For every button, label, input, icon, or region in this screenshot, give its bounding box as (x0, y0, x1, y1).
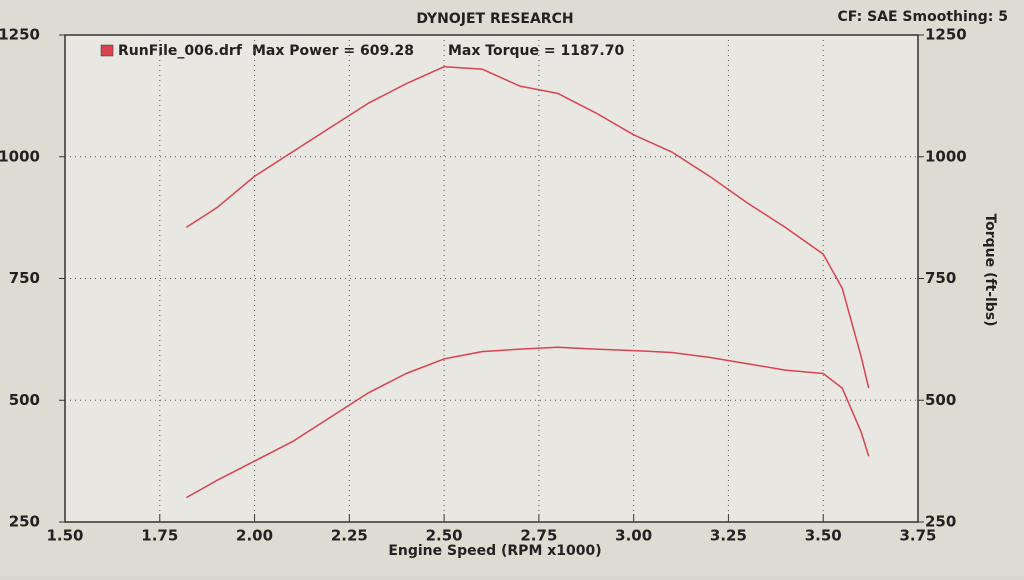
y2-tick-label: 500 (925, 391, 956, 409)
x-tick-label: 3.50 (805, 527, 842, 545)
line (185, 65, 870, 389)
x-tick-label: 2.75 (520, 527, 557, 545)
x-tick-label: 1.75 (141, 527, 178, 545)
y-tick-label: 1000 (0, 147, 40, 165)
y2-tick-label: 750 (925, 269, 956, 287)
y-tick-label: 500 (9, 391, 40, 409)
legend-entry: RunFile_006.drf (118, 43, 243, 59)
y2-tick-label: 1000 (925, 147, 967, 165)
y2-tick-label: 250 (925, 513, 956, 531)
y-tick-label: 250 (9, 513, 40, 531)
y2-axis-label: Torque (ft-lbs) (982, 213, 998, 326)
x-tick-label: 2.25 (331, 527, 368, 545)
x-tick-label: 2.50 (426, 527, 463, 545)
x-tick-label: 2.00 (236, 527, 273, 545)
settings-text: CF: SAE Smoothing: 5 (838, 9, 1008, 25)
annotation: Max Power = 609.28 (252, 43, 414, 59)
y2-tick-label: 1250 (925, 26, 967, 44)
x-tick-label: 3.75 (899, 527, 936, 545)
x-axis-label: Engine Speed (RPM x1000) (388, 543, 601, 559)
y-tick-label: 750 (9, 269, 40, 287)
line (185, 346, 870, 499)
x-tick-label: 3.25 (710, 527, 747, 545)
annotation: Max Torque = 1187.70 (448, 43, 624, 59)
x-tick-label: 1.50 (46, 527, 83, 545)
x-tick-label: 3.00 (615, 527, 652, 545)
legend-swatch (100, 44, 114, 57)
chart-title: DYNOJET RESEARCH (416, 11, 573, 27)
y-tick-label: 1250 (0, 26, 40, 44)
